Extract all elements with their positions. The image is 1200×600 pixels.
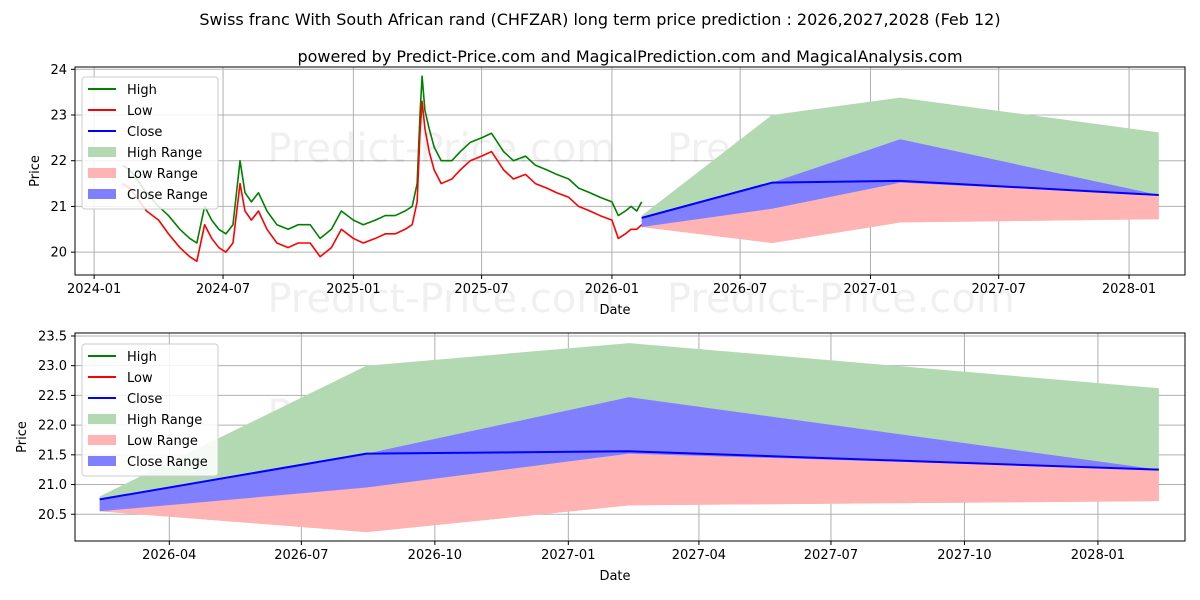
y-tick-label: 20.5 — [38, 508, 67, 523]
low-series-line — [122, 100, 643, 263]
watermark-text: Predict-Price.com — [267, 276, 615, 322]
x-tick-label: 2026-07 — [274, 548, 328, 563]
y-axis-label: Price — [28, 155, 43, 187]
y-tick-label: 22.0 — [38, 419, 67, 434]
y-tick-label: 22 — [50, 154, 67, 169]
x-tick-label: 2025-01 — [326, 282, 380, 297]
chart-subtitle: powered by Predict-Price.com and Magical… — [297, 47, 962, 66]
y-tick-label: 20 — [50, 246, 67, 261]
y-tick-label: 21.0 — [38, 478, 67, 493]
high-series-line — [122, 75, 643, 244]
legend-label: Close Range — [127, 188, 208, 203]
x-tick-label: 2027-07 — [972, 282, 1026, 297]
legend: High Low Close High Range Low Range Close Ran… — [81, 76, 219, 210]
y-tick-label: 24 — [50, 63, 67, 78]
legend: High Low Close High Range Low Range Close Ran… — [81, 343, 219, 477]
y-tick-label: 23 — [50, 109, 67, 124]
x-tick-label: 2027-01 — [541, 548, 595, 563]
legend-label: Close — [127, 125, 162, 140]
chart-title: Swiss franc With South African rand (CHF… — [199, 10, 1000, 29]
x-tick-label: 2024-07 — [196, 282, 250, 297]
x-axis-label: Date — [599, 569, 630, 584]
y-tick-label: 21.5 — [38, 448, 67, 463]
close-series-line — [641, 179, 1159, 219]
legend-label: High Range — [127, 146, 202, 161]
legend-label: Low — [127, 104, 153, 119]
legend-label: High Range — [127, 413, 202, 428]
legend-label: Close — [127, 392, 162, 407]
x-tick-label: 2026-01 — [585, 282, 639, 297]
y-tick-label: 21 — [50, 200, 67, 215]
legend-patch-swatch — [88, 168, 116, 178]
x-tick-label: 2027-10 — [937, 548, 991, 563]
y-tick-label: 22.5 — [38, 389, 67, 404]
close-series-line — [99, 450, 1159, 501]
legend-label: Low Range — [127, 167, 198, 182]
x-tick-label: 2024-01 — [67, 282, 121, 297]
y-tick-label: 23.5 — [38, 329, 67, 344]
watermark-text: Predict-Price.com — [267, 126, 615, 172]
legend-label: Close Range — [127, 455, 208, 470]
x-tick-label: 2028-01 — [1071, 548, 1125, 563]
bottom-chart-panel: 2026-04 2026-07 2026-10 2027-01 2027-04 2027-… — [15, 329, 1186, 584]
y-tick-label: 23.0 — [38, 359, 67, 374]
x-tick-label: 2025-07 — [454, 282, 508, 297]
legend-patch-swatch — [88, 189, 116, 199]
legend-patch-swatch — [88, 147, 116, 157]
top-chart-panel: 2024-01 2024-07 2025-01 2025-07 2026-01 2026-… — [28, 63, 1186, 318]
low-range-band — [99, 453, 1159, 533]
low-range-band — [641, 182, 1159, 243]
y-axis-label: Price — [15, 421, 30, 453]
x-tick-label: 2027-07 — [804, 548, 858, 563]
legend-patch-swatch — [88, 435, 116, 445]
x-axis-label: Date — [599, 303, 630, 318]
watermark-text: Predict-Price.com — [667, 276, 1015, 322]
x-tick-label: 2026-10 — [408, 548, 462, 563]
x-tick-label: 2026-07 — [713, 282, 767, 297]
legend-patch-swatch — [88, 414, 116, 424]
close-range-band — [99, 397, 1159, 512]
x-tick-label: 2028-01 — [1102, 282, 1156, 297]
x-tick-label: 2026-04 — [142, 548, 196, 563]
plot-frame — [74, 332, 1186, 542]
legend-label: High — [127, 83, 157, 98]
legend-label: Low — [127, 371, 153, 386]
legend-patch-swatch — [88, 456, 116, 466]
close-range-band — [641, 139, 1159, 227]
plot-series — [99, 343, 1159, 533]
legend-label: High — [127, 350, 157, 365]
plot-frame — [74, 66, 1186, 276]
plot-series — [122, 75, 1159, 263]
x-tick-label: 2027-04 — [672, 548, 726, 563]
legend-label: Low Range — [127, 434, 198, 449]
x-tick-label: 2027-01 — [843, 282, 897, 297]
